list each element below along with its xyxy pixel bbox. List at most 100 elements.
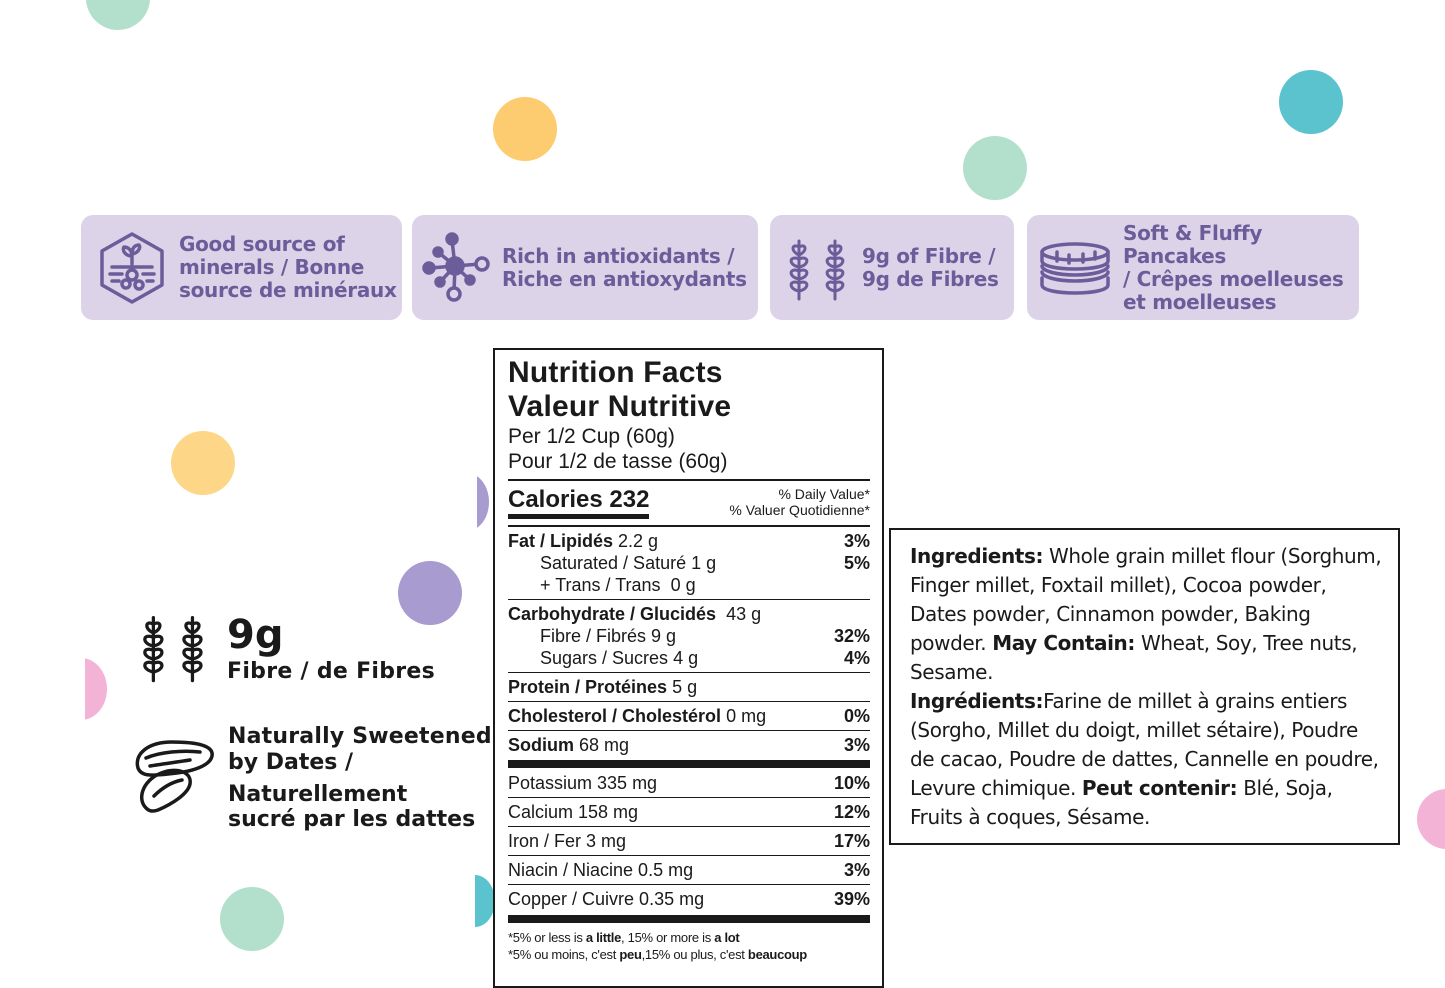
decor-dot-mint — [963, 136, 1027, 200]
saturated-row: Saturated / Saturé 1 g 5% — [508, 552, 870, 574]
fibre-amount: 9 g — [651, 626, 677, 646]
dates-line-2: by Dates / — [228, 750, 354, 775]
trans-row: + Trans / Trans 0 g — [508, 574, 870, 596]
sugars-label: Sugars / Sucres — [540, 648, 669, 668]
sodium-amount: 68 mg — [579, 735, 630, 755]
daily-value-fr: % Valuer Quotidienne* — [729, 502, 870, 518]
calcium-pct: 12% — [833, 802, 870, 822]
sugars-row: Sugars / Sucres 4 g 4% — [508, 647, 870, 669]
divider-thick — [508, 760, 870, 768]
iron-text: Iron / Fer 3 mg — [508, 831, 627, 851]
footnote-emphasis: peu — [619, 947, 642, 962]
may-contain-label-en: May Contain: — [992, 631, 1135, 655]
protein-row: Protein / Protéines 5 g — [508, 673, 870, 701]
niacin-pct: 3% — [843, 860, 870, 880]
footnote-emphasis: beaucoup — [747, 947, 807, 962]
sugars-amount: 4 g — [673, 648, 699, 668]
potassium-row: Potassium 335 mg 10% — [508, 768, 870, 797]
pancake-stack-icon — [1037, 237, 1113, 299]
dates-line-1: Naturally Sweetened — [228, 724, 492, 749]
carb-group: Carbohydrate / Glucidés 43 g Fibre / Fib… — [508, 600, 870, 672]
niacin-row: Niacin / Niacine 0.5 mg 3% — [508, 856, 870, 884]
fat-row: Fat / Lipidés 2.2 g 3% — [508, 530, 870, 552]
fat-label: Fat / Lipidés — [508, 531, 614, 551]
dates-icon — [135, 740, 214, 813]
trans-amount: 0 g — [670, 575, 696, 595]
ingredients-box: Ingredients: Whole grain millet flour (S… — [889, 528, 1400, 845]
footnote-text: ,15% ou plus, c'est — [641, 947, 748, 962]
potassium-pct: 10% — [833, 773, 870, 793]
nutrition-title-en: Nutrition Facts — [508, 356, 723, 389]
sodium-row: Sodium 68 mg 3% — [508, 731, 870, 759]
badge-minerals-label: Good source of minerals / Bonne source d… — [179, 232, 397, 302]
divider — [508, 855, 870, 856]
calcium-row: Calcium 158 mg 12% — [508, 798, 870, 826]
daily-value-en: % Daily Value* — [778, 486, 870, 502]
divider — [508, 479, 870, 481]
footnote: *5% or less is a little, 15% or more is … — [508, 923, 870, 963]
potassium-text: Potassium 335 mg — [508, 773, 658, 793]
decor-dot-mint — [86, 0, 150, 30]
wheat-fibre-icon — [782, 233, 854, 303]
may-contain-text-en: Wheat, Soy, Tree nuts, Sesame. — [910, 631, 1358, 684]
cholesterol-label: Cholesterol / Cholestérol — [508, 706, 722, 726]
antioxidant-molecule-icon — [422, 230, 492, 306]
decor-dot-pink-half — [85, 658, 107, 720]
minerals-icon — [97, 230, 167, 306]
fat-group: Fat / Lipidés 2.2 g 3% Saturated / Satur… — [508, 527, 870, 599]
copper-row: Copper / Cuivre 0.35 mg 39% — [508, 885, 870, 913]
badge-fibre: 9g of Fibre / 9g de Fibres — [770, 215, 1014, 320]
cholesterol-pct: 0% — [843, 706, 870, 726]
decor-dot-pink — [1417, 789, 1445, 849]
fibre-amount: 9g — [227, 612, 284, 658]
calories-row: Calories 232 % Daily Value* % Valuer Quo… — [508, 481, 870, 522]
divider — [508, 525, 870, 527]
badge-minerals: Good source of minerals / Bonne source d… — [81, 215, 402, 320]
divider — [508, 797, 870, 798]
divider-thick — [508, 915, 870, 923]
badge-antioxidants-label: Rich in antioxidants / Riche en antioxyd… — [502, 243, 747, 291]
cholesterol-amount: 0 mg — [726, 706, 767, 726]
copper-pct: 39% — [833, 889, 870, 909]
decor-dot-teal-half — [475, 875, 495, 927]
decor-dot-lavender-half — [477, 473, 489, 531]
badge-pancakes-label: Soft & Fluffy Pancakes / Crêpes moelleus… — [1123, 220, 1344, 314]
divider — [508, 826, 870, 827]
trans-label: + Trans / Trans — [540, 575, 661, 595]
fibre-label: Fibre / Fibrés — [540, 626, 647, 646]
may-contain-label-fr: Peut contenir: — [1081, 776, 1238, 800]
footnote-emphasis: a lot — [714, 930, 740, 945]
calories: Calories 232 — [508, 486, 650, 519]
may-contain-text-fr: Blé, Soja, Fruits à coques, Sésame. — [910, 776, 1333, 829]
iron-pct: 17% — [833, 831, 870, 851]
sugars-pct: 4% — [843, 648, 870, 668]
niacin-text: Niacin / Niacine 0.5 mg — [508, 860, 694, 880]
ingredients-text-fr: Farine de millet à grains entiers (Sorgh… — [910, 689, 1379, 800]
badge-pancakes: Soft & Fluffy Pancakes / Crêpes moelleus… — [1027, 215, 1359, 320]
saturated-label: Saturated / Saturé — [540, 553, 687, 573]
footnote-text: *5% ou moins, c'est — [508, 947, 620, 962]
protein-label: Protein / Protéines — [508, 677, 668, 697]
decor-dot-lavender — [398, 561, 462, 625]
footnote-emphasis: a little — [585, 930, 622, 945]
feature-dates: Naturally Sweetened by Dates / Naturelle… — [132, 724, 492, 839]
decor-dot-mint — [220, 887, 284, 951]
divider — [508, 884, 870, 885]
sodium-label: Sodium — [508, 735, 574, 755]
copper-text: Copper / Cuivre 0.35 mg — [508, 889, 705, 909]
saturated-amount: 1 g — [691, 553, 717, 573]
ingredients-en: Ingredients: Whole grain millet flour (S… — [910, 542, 1382, 687]
ingredients-label-fr: Ingrédients: — [910, 689, 1044, 713]
nutrition-title-fr: Valeur Nutritive — [508, 390, 732, 423]
ingredients-fr: Ingrédients:Farine de millet à grains en… — [910, 687, 1382, 832]
footnote-fr: *5% ou moins, c'est peu,15% ou plus, c'e… — [508, 946, 870, 963]
carb-label: Carbohydrate / Glucidés — [508, 604, 717, 624]
sodium-pct: 3% — [843, 735, 870, 755]
ingredients-label-en: Ingredients: — [910, 544, 1044, 568]
carb-row: Carbohydrate / Glucidés 43 g — [508, 603, 870, 625]
ingredients-text-en: Whole grain millet flour (Sorghum, Finge… — [910, 544, 1382, 655]
wheat-fibre-icon — [143, 616, 203, 683]
dates-line-4: sucré par les dattes — [228, 807, 476, 832]
footnote-text: *5% or less is — [508, 930, 586, 945]
fibre-pct: 32% — [833, 626, 870, 646]
